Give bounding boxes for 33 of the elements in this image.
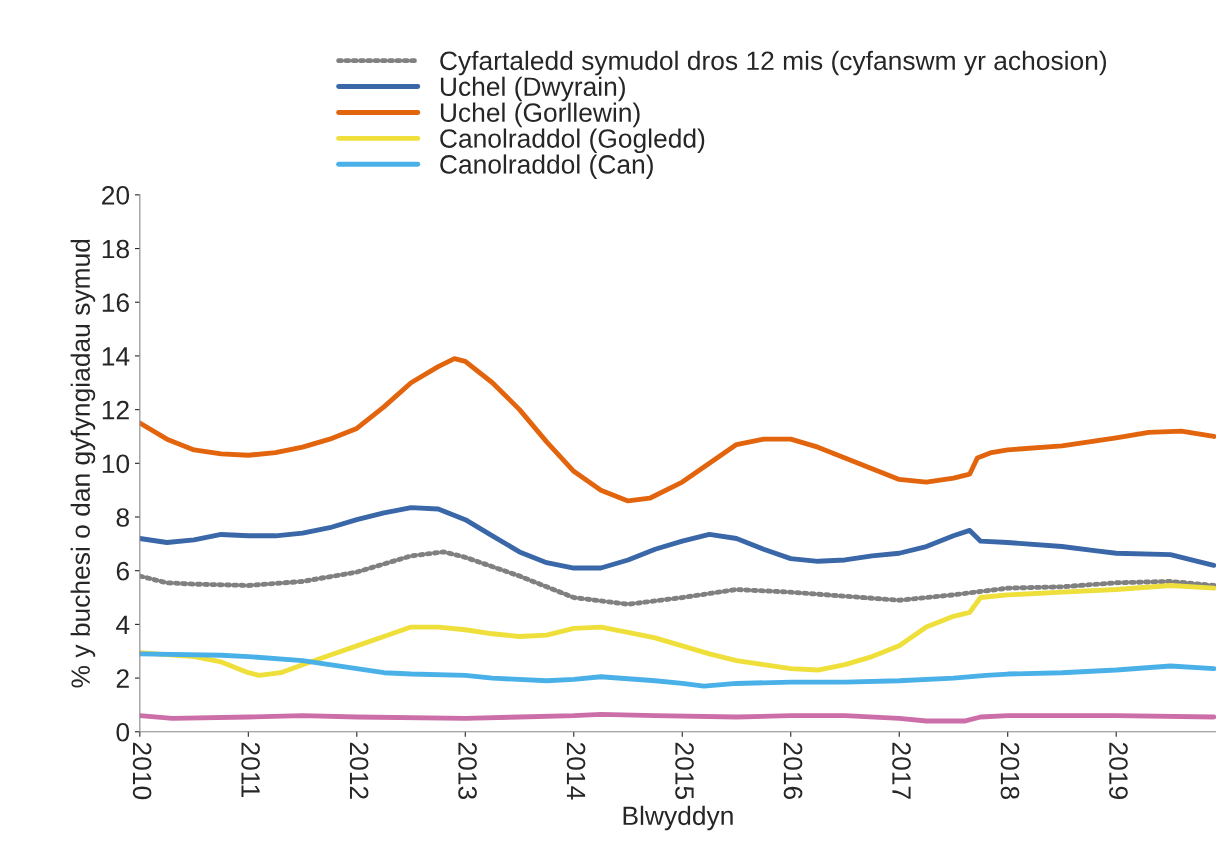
x-tick-label: 2018 bbox=[1000, 742, 1020, 800]
legend-label: Canolraddol (Can) bbox=[440, 154, 653, 179]
x-axis-title: Blwyddyn bbox=[623, 805, 733, 831]
line-series bbox=[139, 651, 1216, 689]
y-tick-label: 6 bbox=[116, 561, 129, 581]
line-series bbox=[139, 505, 1216, 571]
x-tick-label: 2015 bbox=[675, 742, 694, 800]
y-tick-label: 2 bbox=[116, 669, 129, 688]
y-tick-label: 0 bbox=[116, 722, 130, 742]
line-series bbox=[139, 711, 1216, 724]
x-tick-label: 2016 bbox=[783, 742, 803, 800]
legend-label: Uchel (Gorllewin) bbox=[440, 102, 640, 128]
x-tick-label: 2010 bbox=[132, 742, 152, 800]
x-tick-label: 2019 bbox=[1109, 742, 1128, 799]
legend-label: Cyfartaledd symudol dros 12 mis (cyfanswm yr achosion) bbox=[440, 50, 1107, 76]
y-tick-label: 12 bbox=[102, 400, 129, 420]
y-tick-label: 4 bbox=[116, 615, 130, 634]
x-tick-label: 2011 bbox=[241, 742, 260, 797]
x-tick-label: 2012 bbox=[349, 742, 369, 799]
x-tick-label: 2013 bbox=[458, 742, 477, 800]
y-tick-label: 8 bbox=[116, 508, 129, 527]
y-tick-label: 16 bbox=[102, 293, 129, 313]
y-tick-label: 20 bbox=[102, 185, 130, 205]
legend-label: Canolraddol (Gogledd) bbox=[440, 128, 705, 154]
legend-label: Uchel (Dwyrain) bbox=[440, 76, 625, 102]
y-tick-label: 14 bbox=[102, 347, 130, 366]
line-series bbox=[139, 583, 1216, 678]
y-tick-label: 18 bbox=[102, 239, 129, 259]
y-axis-title: % y buchesi o dan gyfyngiadau symud bbox=[70, 239, 96, 688]
y-tick-label: 10 bbox=[102, 454, 130, 474]
x-tick-label: 2014 bbox=[566, 742, 586, 800]
x-tick-label: 2017 bbox=[892, 742, 911, 799]
line-series bbox=[139, 356, 1216, 504]
